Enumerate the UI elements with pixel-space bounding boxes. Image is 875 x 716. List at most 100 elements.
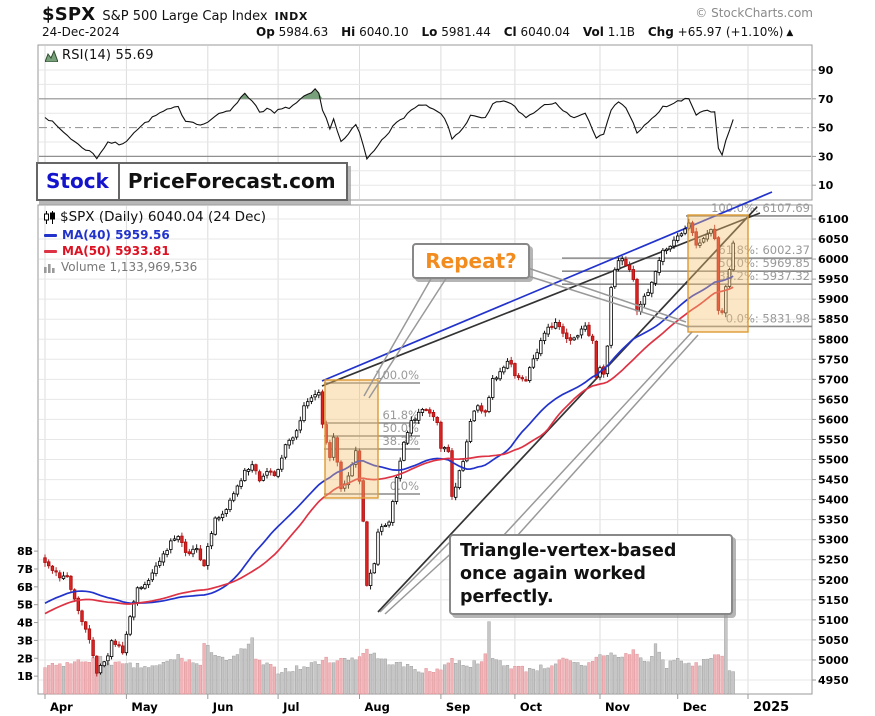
rsi-axis-label: 10: [818, 179, 834, 192]
candle-body: [657, 260, 661, 273]
price-axis-label: 5400: [818, 494, 849, 507]
triangle-callout: Triangle-vertex-based once again worked …: [449, 534, 733, 616]
candle-body: [613, 269, 617, 288]
volume-bar: [472, 660, 476, 695]
volume-bar: [679, 660, 683, 695]
candle-body: [165, 550, 169, 555]
price-legend-volume-row: Volume 1,133,969,536: [44, 260, 266, 274]
ma40-line: [44, 275, 734, 605]
volume-bar: [217, 656, 221, 695]
callout-tail-line: [502, 331, 693, 537]
candle-body: [379, 526, 384, 532]
volume-bar: [132, 667, 136, 695]
price-axis-label: 5450: [818, 474, 849, 487]
candle-body: [58, 572, 62, 579]
callout-tail-line: [379, 535, 457, 613]
volume-bar: [461, 665, 465, 695]
candle-body: [283, 444, 288, 458]
candle-body: [261, 475, 265, 481]
volume-axis-label: 6B: [17, 581, 33, 594]
volume-bar: [198, 664, 202, 695]
rsi-legend: RSI(14) 55.69: [45, 48, 154, 63]
candle-body: [583, 325, 587, 330]
rsi-axis-label: 70: [818, 93, 834, 106]
candle-body: [69, 575, 73, 590]
volume-bar: [383, 658, 387, 695]
volume-bar: [498, 660, 502, 695]
volume-bar: [272, 666, 276, 695]
volume-bar: [146, 667, 151, 695]
volume-bar: [165, 660, 169, 695]
volume-bar: [328, 662, 332, 695]
volume-bar: [476, 663, 480, 695]
volume-bar: [513, 666, 517, 695]
volume-bar: [579, 665, 584, 695]
volume-bar: [572, 662, 576, 695]
volume-bar: [431, 672, 436, 695]
volume-bar: [457, 660, 461, 695]
candle-body: [276, 469, 280, 477]
volume-axis-label: 8B: [17, 545, 33, 558]
volume-bar: [524, 671, 528, 695]
candle-body: [146, 580, 151, 586]
candle-body: [483, 410, 487, 413]
volume-bar: [135, 663, 140, 695]
volume-bar: [228, 659, 232, 695]
price-axis-label: 5950: [818, 273, 849, 286]
candle-body: [502, 366, 506, 373]
change-value: +65.97 (+1.10%): [677, 25, 784, 39]
price-legend: $SPX (Daily) 6040.04 (24 Dec) MA(40) 595…: [44, 209, 266, 274]
volume-bar: [354, 659, 358, 695]
candle-body: [265, 471, 269, 476]
volume-bar: [224, 660, 228, 695]
volume-bar: [509, 668, 513, 695]
candle-body: [627, 264, 632, 271]
volume-bar: [628, 654, 632, 695]
price-axis-label: 5100: [818, 614, 849, 627]
candle-body: [664, 248, 669, 251]
repeat-callout-text: Repeat?: [425, 249, 517, 273]
candle-body: [143, 584, 147, 589]
volume-bar: [235, 654, 239, 695]
volume-bar: [435, 668, 439, 695]
volume-bar: [417, 671, 421, 695]
volume-bar: [520, 665, 524, 695]
candle-body: [187, 551, 191, 555]
volume-bar: [276, 673, 280, 695]
price-axis-label: 4950: [818, 674, 849, 687]
december-pullback-box: [687, 214, 749, 333]
volume-bar: [446, 662, 450, 695]
volume-bar: [195, 663, 199, 695]
candle-body: [450, 450, 454, 497]
candle-body: [50, 565, 55, 571]
volume-bar: [209, 652, 214, 695]
candle-body: [594, 340, 598, 378]
candle-body: [420, 408, 425, 413]
fib-label: 50.0%: 5969.85: [718, 256, 810, 270]
candle-body: [572, 337, 576, 341]
august-pullback-box: [324, 379, 379, 499]
volume-bar: [254, 658, 258, 695]
fib-label: 38.2%: 5937.32: [718, 269, 810, 283]
candle-body: [331, 436, 336, 458]
candle-body: [287, 439, 291, 446]
price-axis-label: 5300: [818, 534, 849, 547]
candle-body: [557, 321, 561, 328]
candle-body: [250, 464, 254, 471]
volume-bar: [187, 659, 191, 695]
candle-body: [428, 409, 432, 414]
volume-bar: [702, 659, 706, 695]
volume-bar: [443, 664, 447, 695]
volume-bar: [332, 662, 336, 695]
rsi-area-icon: [45, 49, 58, 62]
volume-bars-icon: [44, 263, 55, 273]
volume-bar: [646, 661, 650, 695]
volume-bar: [350, 657, 354, 695]
volume-bar: [554, 663, 558, 695]
candle-body: [161, 553, 166, 563]
volume-bar: [121, 663, 125, 695]
volume-bar: [731, 671, 735, 695]
candle-body: [587, 324, 591, 336]
volume-bar: [317, 664, 321, 695]
